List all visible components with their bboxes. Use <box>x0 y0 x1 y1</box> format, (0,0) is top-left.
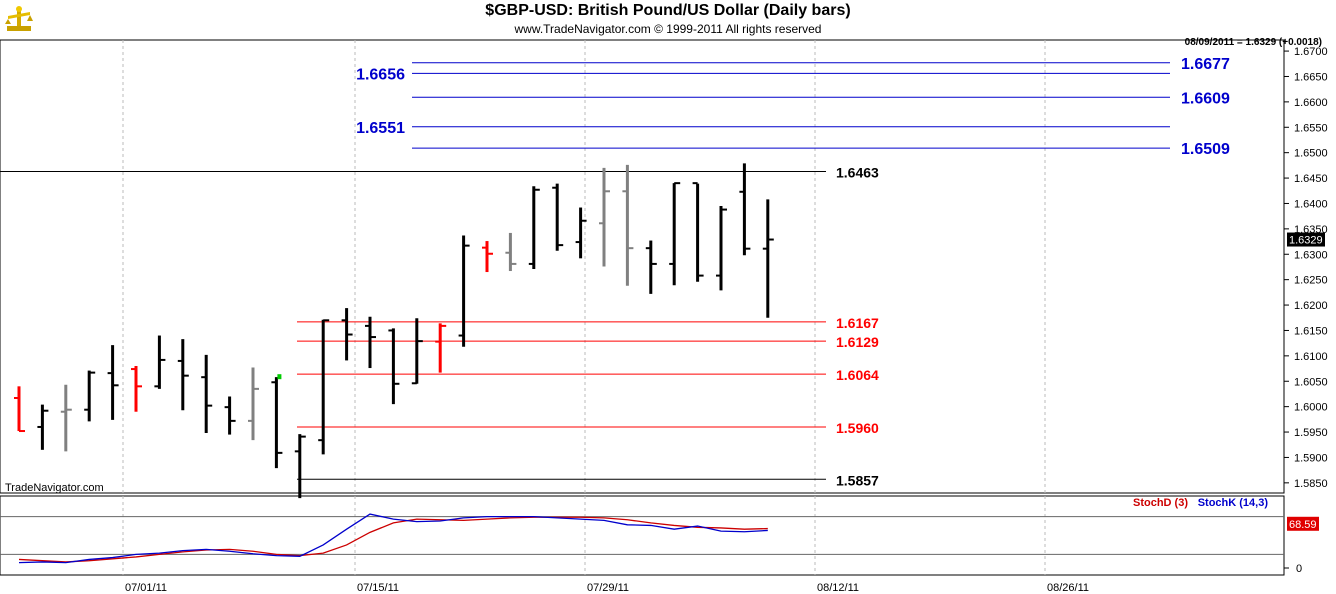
level-label: 1.6129 <box>836 334 879 350</box>
y-tick-label: 1.6000 <box>1294 402 1328 414</box>
x-tick-label: 07/15/11 <box>357 582 399 594</box>
stoch-current-box <box>1287 516 1319 531</box>
y-tick-label: 1.6700 <box>1294 46 1328 58</box>
level-label: 1.6463 <box>836 164 879 180</box>
y-tick-label: 1.6100 <box>1294 351 1328 363</box>
x-tick-label: 07/01/11 <box>125 582 167 594</box>
y-tick-label: 1.6050 <box>1294 376 1328 388</box>
y-tick-label: 1.5950 <box>1294 427 1328 439</box>
y-tick-label: 1.5900 <box>1294 452 1328 464</box>
stoch-y-tick-label: 0 <box>1296 563 1302 575</box>
level-label: 1.6609 <box>1181 90 1230 107</box>
current-price-label: 1.6329 <box>1289 235 1323 247</box>
y-tick-label: 1.6450 <box>1294 173 1328 185</box>
level-label: 1.6167 <box>836 315 879 331</box>
level-label: 1.6551 <box>356 120 405 137</box>
legend-stochk: StochK (14,3) <box>1198 497 1269 509</box>
x-tick-label: 08/26/11 <box>1047 582 1089 594</box>
stoch-current-label: 68.59 <box>1289 519 1317 531</box>
y-tick-label: 1.6200 <box>1294 300 1328 312</box>
level-label: 1.6509 <box>1181 141 1230 158</box>
chart-subtitle: www.TradeNavigator.com © 1999-2011 All r… <box>514 22 822 36</box>
stoch-series-line <box>18 516 768 563</box>
trade-navigator-logo-icon <box>5 6 33 31</box>
level-label: 1.6656 <box>356 66 405 83</box>
level-label: 1.5960 <box>836 420 879 436</box>
y-tick-label: 1.6300 <box>1294 249 1328 261</box>
y-tick-label: 1.6600 <box>1294 97 1328 109</box>
legend-stochd: StochD (3) <box>1133 497 1188 509</box>
y-tick-label: 1.6550 <box>1294 122 1328 134</box>
level-label: 1.6064 <box>836 367 879 383</box>
x-tick-label: 08/12/11 <box>817 582 859 594</box>
green-marker <box>277 374 282 380</box>
stoch-panel-frame <box>0 495 1285 576</box>
chart-title: $GBP-USD: British Pound/US Dollar (Daily… <box>485 2 851 19</box>
y-tick-label: 1.6650 <box>1294 71 1328 83</box>
level-label: 1.6677 <box>1181 56 1230 73</box>
y-tick-label: 1.6400 <box>1294 198 1328 210</box>
price-panel-frame <box>0 39 1285 494</box>
watermark-label: TradeNavigator.com <box>5 482 104 494</box>
y-tick-label: 1.5850 <box>1294 478 1328 490</box>
x-tick-label: 07/29/11 <box>587 582 629 594</box>
level-label: 1.5857 <box>836 472 879 488</box>
y-tick-label: 1.6150 <box>1294 325 1328 337</box>
current-price-box <box>1287 232 1325 247</box>
last-price-readout: 08/09/2011 = 1.6329 (+0.0018) <box>1184 37 1322 48</box>
y-tick-label: 1.6250 <box>1294 275 1328 287</box>
y-tick-label: 1.6500 <box>1294 148 1328 160</box>
stoch-series-line <box>18 513 768 564</box>
